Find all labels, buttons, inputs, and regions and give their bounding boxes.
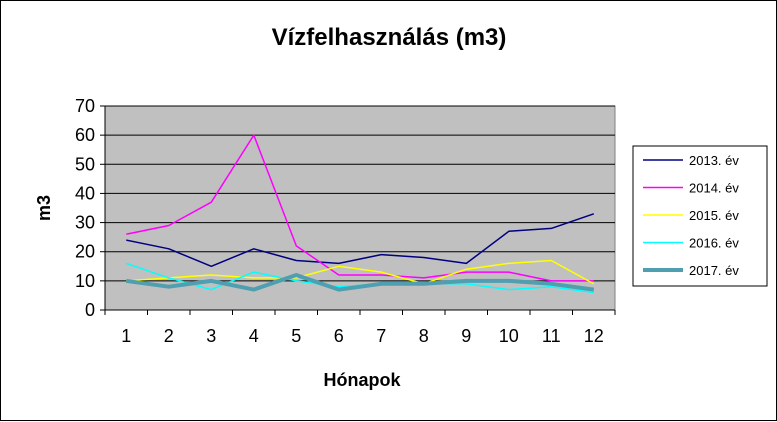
legend-label: 2016. év <box>689 236 739 251</box>
y-tick-label: 10 <box>75 271 95 291</box>
x-tick-label: 11 <box>542 326 561 346</box>
legend-label: 2014. év <box>689 181 739 196</box>
y-tick-label: 0 <box>85 300 95 320</box>
x-tick-label: 3 <box>206 326 216 346</box>
y-tick-label: 30 <box>75 213 95 233</box>
series-line-2 <box>126 134 594 282</box>
x-tick-label: 5 <box>291 326 301 346</box>
y-tick-label: 60 <box>75 125 95 145</box>
x-tick-label: 1 <box>121 326 131 346</box>
legend: 2013. év 2014. év 2015. év 2016. év 2017. év <box>632 145 768 287</box>
x-tick-label: 4 <box>249 326 259 346</box>
series-line-3 <box>126 259 595 285</box>
chart-title: Vízfelhasználás (m3) <box>272 24 507 51</box>
series-line-1 <box>126 213 595 268</box>
x-tick-label: 9 <box>461 326 471 346</box>
y-tick-label: 50 <box>75 154 95 174</box>
x-tick-label: 12 <box>584 326 604 346</box>
x-tick-label: 6 <box>334 326 344 346</box>
legend-box <box>632 145 768 287</box>
y-tick-label: 70 <box>75 96 95 116</box>
x-axis-label: Hónapok <box>323 370 401 390</box>
x-tick-label: 7 <box>376 326 386 346</box>
y-axis-label: m3 <box>34 195 54 221</box>
x-tick-label: 8 <box>419 326 429 346</box>
y-tick-label: 40 <box>75 183 95 203</box>
x-tick-label: 10 <box>499 326 519 346</box>
series-line-5 <box>126 273 595 292</box>
legend-label: 2015. év <box>689 208 739 223</box>
legend-label: 2017. év <box>689 263 739 278</box>
x-tick-label: 2 <box>164 326 174 346</box>
legend-label: 2013. év <box>689 153 739 168</box>
plot-background <box>104 105 616 311</box>
y-tick-label: 20 <box>75 242 95 262</box>
